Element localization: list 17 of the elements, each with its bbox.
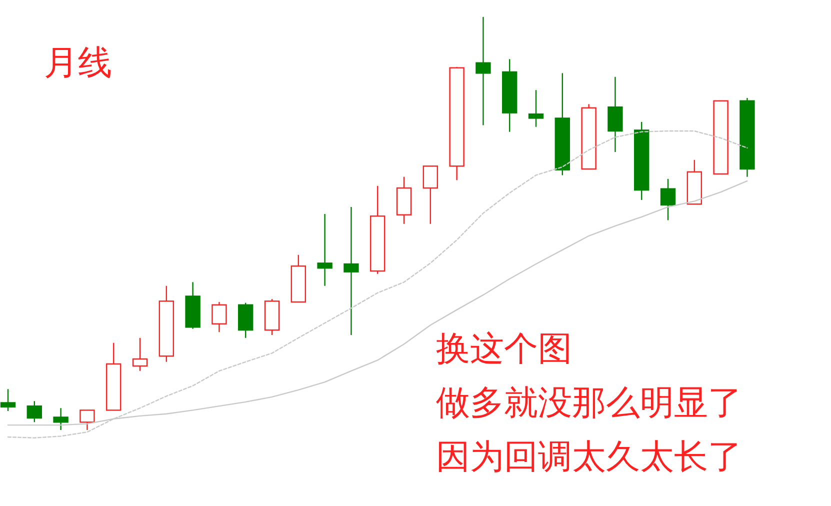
candlestick bbox=[344, 206, 359, 336]
candlestick bbox=[608, 76, 623, 153]
candlestick bbox=[0, 388, 16, 412]
candlestick bbox=[80, 410, 95, 431]
annotation: 做多就没那么明显了 bbox=[436, 383, 742, 423]
candlestick bbox=[53, 408, 68, 431]
candlestick bbox=[26, 400, 42, 423]
candlestick bbox=[528, 90, 544, 128]
text: 月线 bbox=[44, 43, 112, 83]
candlestick bbox=[476, 16, 491, 126]
text: 因为回调太久太长了 bbox=[436, 437, 742, 477]
candlestick bbox=[132, 337, 148, 372]
annotation: 换这个图 bbox=[436, 329, 572, 369]
candlestick bbox=[317, 213, 332, 286]
candlestick bbox=[212, 301, 227, 333]
candlestick bbox=[660, 178, 676, 221]
candlestick bbox=[422, 165, 438, 225]
